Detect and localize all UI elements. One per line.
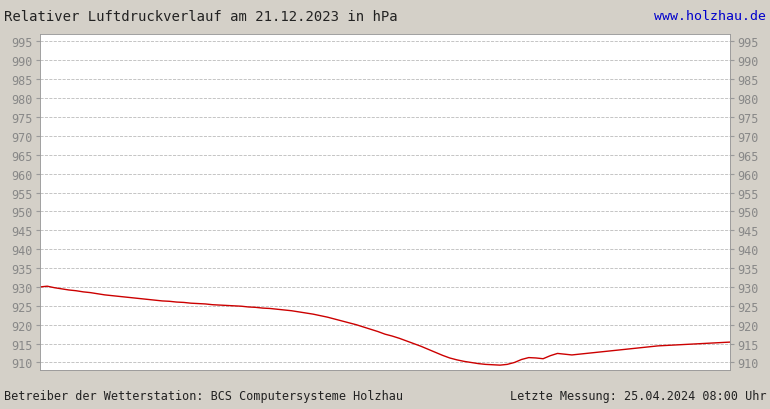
Text: Betreiber der Wetterstation: BCS Computersysteme Holzhau: Betreiber der Wetterstation: BCS Compute…: [4, 389, 403, 402]
Text: www.holzhau.de: www.holzhau.de: [654, 10, 766, 23]
Text: Letzte Messung: 25.04.2024 08:00 Uhr: Letzte Messung: 25.04.2024 08:00 Uhr: [510, 389, 766, 402]
Text: Relativer Luftdruckverlauf am 21.12.2023 in hPa: Relativer Luftdruckverlauf am 21.12.2023…: [4, 10, 397, 24]
